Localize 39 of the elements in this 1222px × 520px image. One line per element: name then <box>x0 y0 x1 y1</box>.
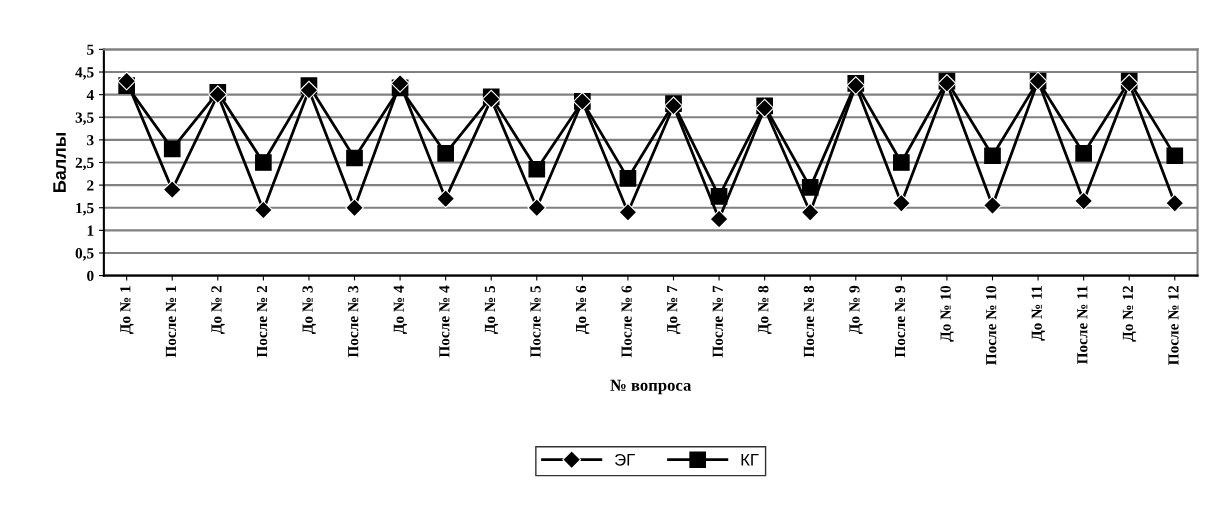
x-tick-label: До № 6 <box>575 285 590 335</box>
x-tick-label: До № 8 <box>758 285 772 335</box>
x-tick-label: До № 10 <box>940 285 954 342</box>
x-tick-label: До № 3 <box>302 285 316 335</box>
x-tick-label: До № 12 <box>1122 285 1137 342</box>
y-tick-label: 0 <box>87 270 94 282</box>
x-axis-title: № вопроса <box>610 379 692 395</box>
x-tick-label: После № 4 <box>439 285 450 358</box>
y-tick-label: 3,5 <box>75 112 94 125</box>
y-tick-label: 0,5 <box>75 248 94 261</box>
y-tick-label: 2 <box>87 180 94 191</box>
x-tick-label: После № 3 <box>348 285 359 358</box>
x-tick-label: После № 9 <box>894 285 906 358</box>
x-tick-label: После № 7 <box>712 285 723 358</box>
x-tick-label: После № 5 <box>530 285 541 358</box>
y-tick-label: 1 <box>87 225 94 236</box>
y-tick-label: 3 <box>87 135 94 146</box>
x-tick-label: До № 2 <box>211 285 225 335</box>
x-tick-label: До № 11 <box>1031 286 1045 341</box>
x-tick-label: После № 8 <box>803 285 815 358</box>
y-tick-label: 4,5 <box>75 67 94 80</box>
x-tick-label: После № 12 <box>1168 285 1179 365</box>
y-tick-label: 4 <box>86 89 94 100</box>
y-tick-label: 2,5 <box>75 157 94 171</box>
x-tick-label: До № 9 <box>849 285 863 335</box>
x-tick-label: До № 4 <box>393 285 408 335</box>
legend-label: ЭГ <box>615 453 635 466</box>
x-tick-label: После № 11 <box>1077 286 1088 365</box>
x-tick-label: После № 2 <box>256 285 268 358</box>
y-tick-label: 1,5 <box>76 202 94 216</box>
legend-label: КГ <box>741 454 759 466</box>
x-tick-label: После № 10 <box>986 285 997 365</box>
y-axis-title: Баллы <box>53 133 66 192</box>
x-tick-label: До № 1 <box>120 286 134 335</box>
x-tick-label: До № 5 <box>484 285 499 335</box>
x-tick-label: После № 6 <box>621 285 632 358</box>
x-tick-label: После № 1 <box>165 286 177 358</box>
y-tick-label: 5 <box>87 44 94 55</box>
x-tick-label: До № 7 <box>667 285 681 335</box>
